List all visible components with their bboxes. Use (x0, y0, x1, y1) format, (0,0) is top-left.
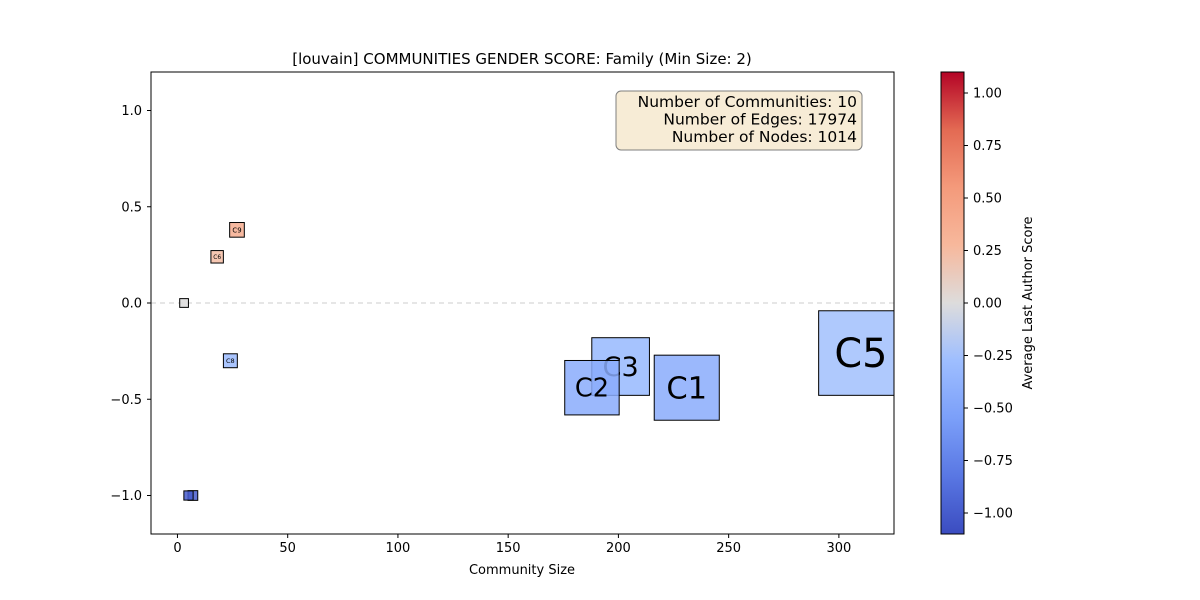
community-point: C1 (653, 354, 720, 421)
x-tick-label: 150 (496, 541, 521, 556)
y-tick-label: 0.5 (121, 200, 142, 215)
community-label: C2 (575, 374, 609, 404)
community-point: C5 (818, 310, 894, 396)
annotation-background (615, 90, 863, 151)
colorbar-tick-label: −0.25 (973, 349, 1013, 364)
x-tick-label: 100 (386, 541, 411, 556)
community-label: C1 (666, 371, 707, 406)
y-tick-label: 0.0 (121, 297, 142, 312)
annotation-line-nodes: Number of Nodes: 1014 (672, 128, 857, 146)
annotation-line-communities: Number of Communities: 10 (638, 93, 857, 111)
community-label: C6 (213, 255, 221, 261)
community-marker (564, 359, 620, 416)
community-marker (222, 353, 238, 369)
colorbar-tick-label: 0.75 (973, 139, 1002, 154)
stats-annotation-box: Number of Communities: 10 Number of Edge… (615, 90, 863, 151)
community-label: C8 (226, 357, 235, 365)
colorbar-tick-label: −0.50 (973, 402, 1013, 417)
community-point: C6 (210, 250, 224, 264)
y-tick-label: 1.0 (121, 104, 142, 119)
colorbar-tick-label: −1.00 (973, 507, 1013, 522)
community-label: C5 (834, 331, 887, 377)
community-marker (210, 250, 224, 264)
x-tick-label: 0 (173, 541, 181, 556)
colorbar-label: Average Last Author Score (1021, 216, 1036, 389)
chart-title: [louvain] COMMUNITIES GENDER SCORE: Fami… (292, 50, 752, 68)
x-tick-label: 300 (826, 541, 851, 556)
y-tick-label: −1.0 (110, 489, 142, 504)
community-point: C8 (222, 353, 238, 369)
community-marker (229, 222, 245, 238)
community-label: C9 (232, 226, 241, 234)
x-tick-label: 50 (279, 541, 296, 556)
colorbar-tick-label: 1.00 (973, 87, 1002, 102)
colorbar-tick-label: 0.50 (973, 192, 1002, 207)
community-point (179, 298, 189, 308)
colorbar-tick-label: 0.25 (973, 244, 1002, 259)
community-marker (179, 298, 189, 308)
community-point: C9 (229, 222, 245, 238)
community-marker (183, 490, 194, 501)
community-marker (818, 310, 894, 396)
x-tick-label: 250 (716, 541, 741, 556)
x-axis-label: Community Size (469, 563, 575, 578)
community-marker (653, 354, 720, 421)
annotation-line-edges: Number of Edges: 17974 (663, 111, 857, 129)
y-tick-label: −0.5 (110, 393, 142, 408)
colorbar-gradient (940, 71, 965, 535)
community-point: C2 (564, 359, 620, 416)
x-tick-label: 200 (606, 541, 631, 556)
colorbar-tick-label: −0.75 (973, 454, 1013, 469)
community-point (183, 490, 194, 501)
colorbar-tick-label: 0.00 (973, 297, 1002, 312)
colorbar: −1.00 −0.75 −0.50 −0.25 0.00 0.25 0.50 0.75 1.00… (940, 71, 1036, 535)
